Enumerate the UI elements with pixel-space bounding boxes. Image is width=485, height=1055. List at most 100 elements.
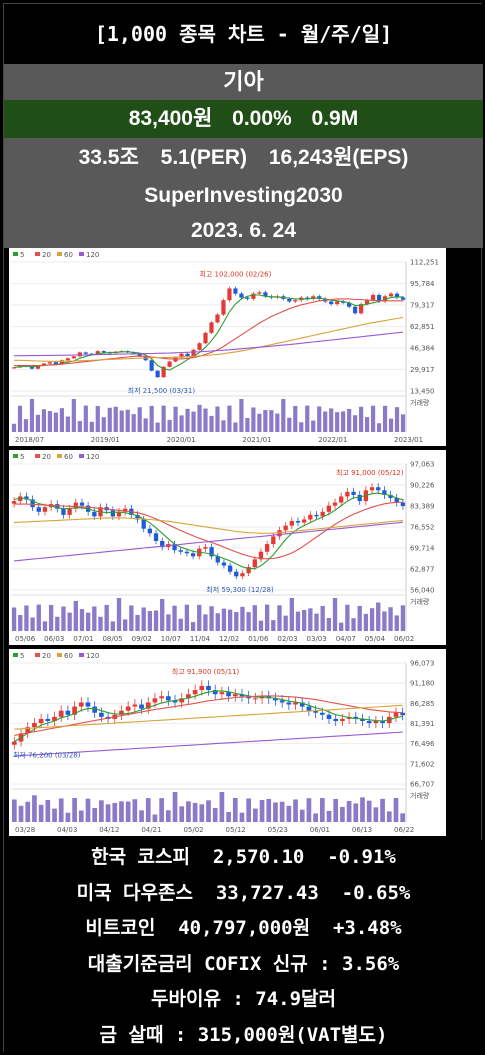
volume-bar xyxy=(295,611,301,631)
volume-bar xyxy=(279,801,285,822)
volume-bar xyxy=(18,614,23,631)
market-summary: 한국 코스피 2,570.10 -0.91% 미국 다우존스 33,727.43… xyxy=(4,840,483,1053)
legend-label: 60 xyxy=(64,652,73,660)
candle-body xyxy=(165,696,171,701)
candle-body xyxy=(234,571,239,577)
y-tick-label: 13,450 xyxy=(410,388,435,396)
volume-bar xyxy=(234,612,239,631)
high-label: 최고 91,900 (05/11) xyxy=(172,667,240,676)
volume-bar xyxy=(147,611,153,631)
volume-bar xyxy=(281,399,286,432)
candle-body xyxy=(135,514,140,520)
candle-body xyxy=(347,302,352,307)
volume-bar xyxy=(77,421,82,432)
volume-bar xyxy=(305,405,310,432)
candle-body xyxy=(400,502,406,506)
candle-body xyxy=(271,536,276,545)
kospi-line: 한국 코스피 2,570.10 -0.91% xyxy=(91,846,396,868)
legend-swatch xyxy=(79,252,84,256)
volume-bar xyxy=(333,798,339,822)
candle-body xyxy=(131,352,136,354)
candle-body xyxy=(197,343,202,350)
candle-body xyxy=(110,510,115,517)
candle-body xyxy=(319,712,325,715)
volume-bar xyxy=(293,406,298,432)
ma-line-60 xyxy=(14,704,403,730)
candle-body xyxy=(239,293,244,298)
candle-body xyxy=(92,511,97,517)
candle-body xyxy=(89,353,94,355)
candle-body xyxy=(155,370,160,378)
volume-bar xyxy=(363,613,369,631)
volume-bar xyxy=(101,417,106,432)
volume-bar xyxy=(145,798,151,822)
volume-bar xyxy=(329,408,334,432)
volume-bar xyxy=(125,409,130,432)
candle-body xyxy=(153,533,159,541)
volume-bar xyxy=(339,622,344,631)
candle-body xyxy=(376,294,382,302)
candle-body xyxy=(351,491,356,495)
monthly-chart: 5 20 60 120 112,251 95,784 79,317 62,851 46,384 2… xyxy=(9,248,446,446)
volume-bar xyxy=(99,800,104,822)
x-tick-label: 2018/07 xyxy=(15,436,44,444)
volume-bar xyxy=(161,405,166,432)
volume-bar xyxy=(400,813,405,822)
gold-line: 금 살때 : 315,000원(VAT별도) xyxy=(99,1023,388,1046)
volume-bar xyxy=(55,616,60,631)
candle-body xyxy=(85,702,91,707)
volume-bar xyxy=(155,422,160,432)
volume-bar xyxy=(85,612,91,631)
volume-bar xyxy=(400,414,406,432)
volume-bar xyxy=(85,798,91,822)
volume-bar xyxy=(388,607,393,631)
volume-bar xyxy=(72,798,77,822)
volume-bar xyxy=(306,798,312,822)
candle-body xyxy=(73,502,78,509)
volume-bar xyxy=(219,792,225,822)
volume-bar xyxy=(258,620,264,631)
volume-bar xyxy=(326,618,332,631)
volume-bar xyxy=(271,620,276,631)
candle-body xyxy=(299,702,305,707)
volume-bar xyxy=(212,807,218,822)
volume-bar xyxy=(186,801,191,822)
candle-body xyxy=(199,685,205,691)
volume-bar xyxy=(179,415,184,432)
volume-bar xyxy=(73,600,78,631)
candle-body xyxy=(185,353,190,357)
x-tick-label: 05/04 xyxy=(365,635,386,643)
candle-body xyxy=(67,508,72,515)
volume-bar xyxy=(353,803,359,822)
candle-body xyxy=(277,530,282,537)
candle-body xyxy=(360,718,365,721)
volume-bar xyxy=(332,598,338,631)
candle-body xyxy=(221,562,227,566)
volume-bar xyxy=(232,798,238,822)
daily-chart: 5 20 60 120 96,073 91,180 86,285 81,391 76,496 71… xyxy=(9,649,446,836)
volume-bar xyxy=(317,406,322,432)
legend-swatch xyxy=(13,653,18,657)
volume-bar xyxy=(165,810,171,822)
volume-bar xyxy=(71,399,76,432)
candle-body xyxy=(32,723,37,728)
x-tick-label: 2021/01 xyxy=(242,436,271,444)
current-price: 83,400원 xyxy=(128,107,213,130)
candle-body xyxy=(253,698,258,700)
stock-name: 기아 xyxy=(4,64,483,100)
x-tick-label: 2022/01 xyxy=(318,436,347,444)
volume-bar xyxy=(23,419,29,432)
candle-body xyxy=(167,361,172,367)
candle-body xyxy=(29,366,35,369)
volume-bar xyxy=(119,801,124,822)
volume-bar xyxy=(246,798,252,822)
candle-body xyxy=(226,692,231,697)
eps-value: 16,243원(EPS) xyxy=(268,146,409,169)
y-tick-label: 90,226 xyxy=(410,481,435,489)
candle-body xyxy=(215,314,220,323)
price-change: 0.00% xyxy=(232,107,292,130)
candle-body xyxy=(160,540,165,548)
volume-bar xyxy=(263,410,268,432)
volume-bar xyxy=(293,799,298,822)
candle-body xyxy=(232,694,238,697)
